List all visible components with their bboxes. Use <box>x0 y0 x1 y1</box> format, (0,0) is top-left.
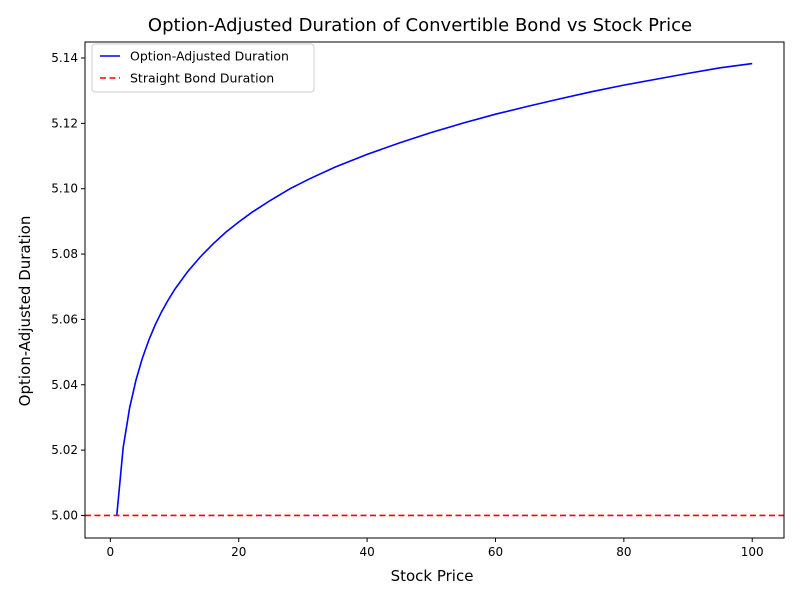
x-tick-label: 60 <box>488 545 503 559</box>
y-tick-label: 5.04 <box>51 378 78 392</box>
chart-title: Option-Adjusted Duration of Convertible … <box>148 15 692 36</box>
y-tick-label: 5.10 <box>51 182 78 196</box>
x-tick-label: 100 <box>741 545 764 559</box>
y-tick-label: 5.14 <box>51 51 78 65</box>
y-tick-label: 5.02 <box>51 443 78 457</box>
x-tick-label: 0 <box>107 545 115 559</box>
y-tick-label: 5.08 <box>51 247 78 261</box>
y-tick-label: 5.12 <box>51 116 78 130</box>
x-tick-label: 40 <box>359 545 374 559</box>
legend-label: Option-Adjusted Duration <box>130 49 289 64</box>
x-axis-label: Stock Price <box>391 567 474 585</box>
x-tick-label: 80 <box>616 545 631 559</box>
legend: Option-Adjusted Duration Straight Bond Du… <box>91 43 315 93</box>
y-axis-label: Option-Adjusted Duration <box>16 216 34 407</box>
x-tick-label: 20 <box>231 545 246 559</box>
plot-area <box>84 41 785 539</box>
legend-box <box>91 43 315 93</box>
y-axis-ticks: 5.00 5.02 5.04 5.06 5.08 5.10 5.12 5.14 <box>51 51 85 522</box>
x-axis-ticks: 0 20 40 60 80 100 <box>107 538 764 559</box>
series-line-option-adjusted-duration <box>115 62 753 516</box>
legend-label: Straight Bond Duration <box>130 71 274 86</box>
y-tick-label: 5.00 <box>51 508 78 522</box>
y-tick-label: 5.06 <box>51 312 78 326</box>
axes-frame <box>84 41 785 539</box>
